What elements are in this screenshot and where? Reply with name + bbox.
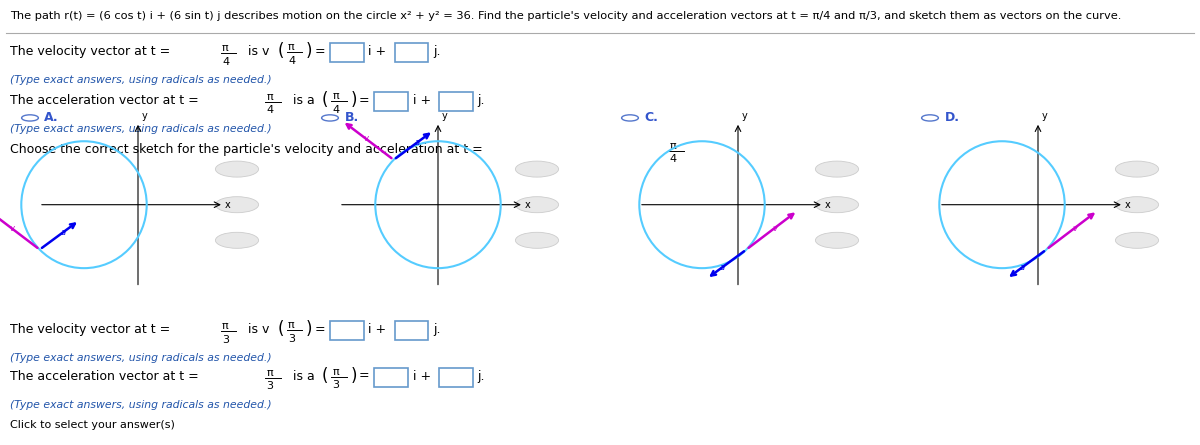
FancyBboxPatch shape xyxy=(395,321,428,340)
Text: π: π xyxy=(266,368,274,378)
Text: π: π xyxy=(222,321,229,331)
Text: =: = xyxy=(359,369,370,383)
Text: (: ( xyxy=(322,91,328,109)
Text: The velocity vector at t =: The velocity vector at t = xyxy=(10,44,170,58)
Text: y: y xyxy=(142,110,148,121)
Text: y: y xyxy=(442,110,448,121)
Text: i +: i + xyxy=(413,93,431,107)
Text: π: π xyxy=(670,141,677,151)
Text: π: π xyxy=(332,91,340,101)
Text: j.: j. xyxy=(478,369,485,383)
Text: The velocity vector at t =: The velocity vector at t = xyxy=(10,323,170,336)
Circle shape xyxy=(1116,197,1159,213)
Text: a: a xyxy=(720,263,725,271)
Text: The path r(t) = (6 cos t) i + (6 sin t) j describes motion on the circle x² + y²: The path r(t) = (6 cos t) i + (6 sin t) … xyxy=(10,11,1121,21)
Text: ): ) xyxy=(306,320,312,338)
Circle shape xyxy=(816,232,859,248)
Text: (Type exact answers, using radicals as needed.): (Type exact answers, using radicals as n… xyxy=(10,75,271,85)
FancyBboxPatch shape xyxy=(374,92,408,111)
Text: 4: 4 xyxy=(288,56,295,65)
Text: π: π xyxy=(332,367,340,377)
Text: is v: is v xyxy=(248,323,270,336)
Circle shape xyxy=(216,197,259,213)
Text: a: a xyxy=(415,138,420,147)
Text: π: π xyxy=(288,42,295,52)
Text: 3: 3 xyxy=(288,334,295,344)
Circle shape xyxy=(1116,232,1159,248)
Text: ): ) xyxy=(306,42,312,60)
Text: i +: i + xyxy=(368,44,386,58)
FancyBboxPatch shape xyxy=(395,43,428,62)
Text: The acceleration vector at t =: The acceleration vector at t = xyxy=(10,93,198,107)
Text: x: x xyxy=(226,200,230,210)
Circle shape xyxy=(1116,161,1159,177)
Text: 3: 3 xyxy=(332,380,340,390)
Text: 4: 4 xyxy=(222,57,229,66)
Text: i +: i + xyxy=(368,323,386,336)
Text: v: v xyxy=(1072,223,1078,233)
Text: π: π xyxy=(288,320,295,330)
Text: The acceleration vector at t =: The acceleration vector at t = xyxy=(10,369,198,383)
Text: y: y xyxy=(1042,110,1048,121)
Circle shape xyxy=(216,161,259,177)
Text: is a: is a xyxy=(293,93,314,107)
Text: 3: 3 xyxy=(266,381,274,391)
Text: 4: 4 xyxy=(332,105,340,114)
FancyBboxPatch shape xyxy=(330,43,364,62)
FancyBboxPatch shape xyxy=(439,368,473,387)
FancyBboxPatch shape xyxy=(439,92,473,111)
Text: i +: i + xyxy=(413,369,431,383)
FancyBboxPatch shape xyxy=(374,368,408,387)
Text: is v: is v xyxy=(248,44,270,58)
Text: (Type exact answers, using radicals as needed.): (Type exact answers, using radicals as n… xyxy=(10,353,271,363)
Text: (: ( xyxy=(277,320,283,338)
FancyBboxPatch shape xyxy=(330,321,364,340)
Text: Click to select your answer(s): Click to select your answer(s) xyxy=(10,420,174,430)
Text: ): ) xyxy=(350,367,356,385)
Text: a: a xyxy=(1020,263,1025,271)
Text: (: ( xyxy=(277,42,283,60)
Text: j.: j. xyxy=(433,323,440,336)
Text: a: a xyxy=(61,227,66,236)
Circle shape xyxy=(216,232,259,248)
Text: =: = xyxy=(314,323,325,336)
Text: (: ( xyxy=(322,367,328,385)
Text: (Type exact answers, using radicals as needed.): (Type exact answers, using radicals as n… xyxy=(10,400,271,410)
Text: is a: is a xyxy=(293,369,314,383)
Text: j.: j. xyxy=(433,44,440,58)
Circle shape xyxy=(516,161,559,177)
Text: A.: A. xyxy=(44,111,59,125)
Text: Choose the correct sketch for the particle's velocity and acceleration at t =: Choose the correct sketch for the partic… xyxy=(10,142,482,156)
Text: D.: D. xyxy=(944,111,960,125)
Text: π: π xyxy=(222,43,229,53)
Text: x: x xyxy=(526,200,530,210)
Circle shape xyxy=(816,197,859,213)
Text: π: π xyxy=(266,92,274,102)
Text: =: = xyxy=(359,93,370,107)
Text: ): ) xyxy=(350,91,356,109)
Text: 3: 3 xyxy=(222,335,229,344)
Text: v: v xyxy=(8,223,14,233)
Text: 4: 4 xyxy=(670,154,677,164)
Text: B.: B. xyxy=(344,111,359,125)
Text: C.: C. xyxy=(644,111,659,125)
Text: v: v xyxy=(772,223,778,233)
Circle shape xyxy=(516,232,559,248)
Text: (Type exact answers, using radicals as needed.): (Type exact answers, using radicals as n… xyxy=(10,124,271,134)
Text: j.: j. xyxy=(478,93,485,107)
Text: 4: 4 xyxy=(266,105,274,115)
Text: v: v xyxy=(362,134,368,143)
Circle shape xyxy=(816,161,859,177)
Text: =: = xyxy=(314,44,325,58)
Text: x: x xyxy=(826,200,830,210)
Text: x: x xyxy=(1126,200,1130,210)
Circle shape xyxy=(516,197,559,213)
Text: y: y xyxy=(742,110,748,121)
